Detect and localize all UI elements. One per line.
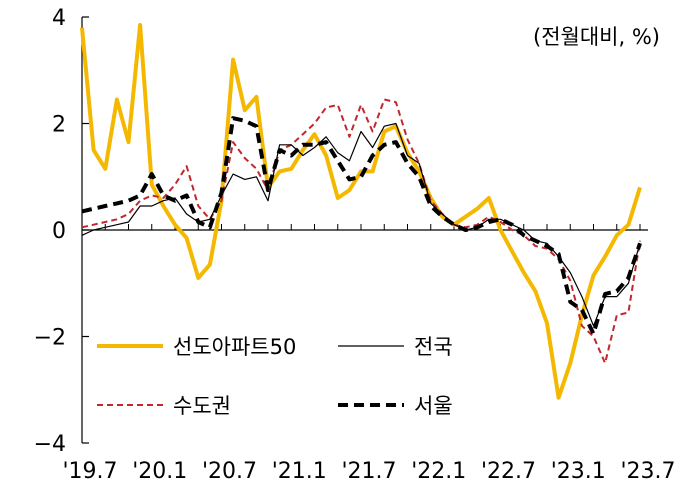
- x-tick-label: '21.1: [272, 459, 327, 484]
- series-line-2: [81, 98, 641, 365]
- series-layer: [80, 23, 642, 400]
- legend-label-2: 수도권: [173, 394, 231, 418]
- y-tick-label: −2: [34, 326, 66, 351]
- x-tick-label: '20.7: [202, 459, 257, 484]
- legend-label-3: 서울: [414, 394, 453, 418]
- legend-label-0: 선도아파트50: [173, 335, 296, 359]
- legend-label-1: 전국: [414, 335, 453, 359]
- x-tick-label: '23.1: [551, 459, 606, 484]
- x-tick-label: '22.7: [481, 459, 536, 484]
- x-tick-label: '19.7: [62, 459, 117, 484]
- y-tick-label: 4: [52, 6, 66, 31]
- unit-label: (전월대비, %): [533, 25, 660, 49]
- x-tick-label: '21.7: [341, 459, 396, 484]
- series-line-1: [81, 122, 641, 327]
- axes: 4 2 0 −2 −4'19.7 '20.1 '20.7 '21.1 '21.7 '22.1 '22…: [34, 6, 676, 484]
- series-line-0: [80, 23, 642, 400]
- x-tick-label: '23.7: [620, 459, 675, 484]
- series-line-3: [81, 116, 642, 336]
- x-tick-label: '20.1: [132, 459, 187, 484]
- x-tick-label: '22.1: [411, 459, 466, 484]
- y-tick-label: 0: [52, 219, 66, 244]
- y-tick-label: −4: [34, 432, 66, 457]
- y-tick-label: 2: [52, 113, 66, 138]
